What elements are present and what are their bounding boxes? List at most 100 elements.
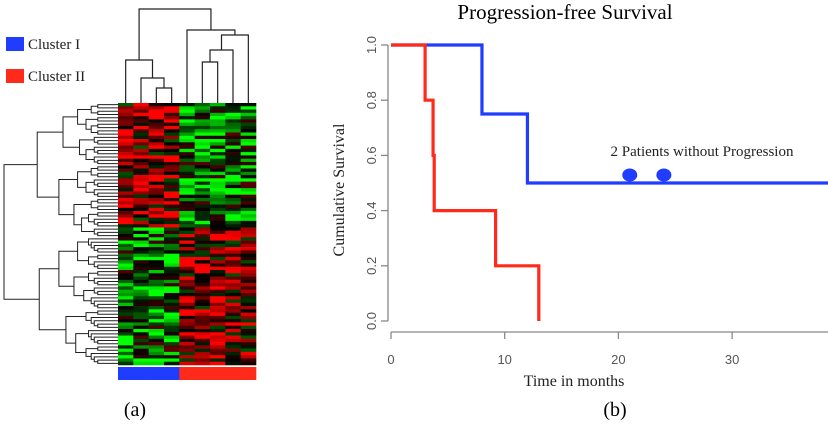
- heatmap-cell: [240, 204, 257, 209]
- heatmap-cell: [194, 165, 211, 169]
- heatmap-cell: [194, 237, 211, 241]
- heatmap-cell: [210, 260, 226, 264]
- heatmap-cell: [210, 191, 226, 195]
- heatmap-cell: [133, 119, 149, 123]
- heatmap-cell: [118, 243, 134, 248]
- heatmap-cell: [148, 263, 165, 268]
- heatmap-cell: [225, 135, 241, 140]
- heatmap-cell: [225, 234, 241, 238]
- heatmap-cell: [194, 178, 211, 182]
- heatmap-cell: [194, 332, 211, 336]
- heatmap-cell: [133, 155, 149, 159]
- heatmap-cell: [118, 220, 134, 225]
- row-dendrogram-branch: [77, 241, 89, 262]
- heatmap-cell: [164, 181, 180, 186]
- heatmap-cell: [194, 204, 211, 209]
- heatmap-cell: [179, 152, 195, 156]
- heatmap-cell: [194, 270, 211, 274]
- row-dendrogram-branch: [75, 333, 89, 354]
- heatmap-cell: [210, 135, 226, 140]
- heatmap-cell: [225, 194, 241, 199]
- heatmap-cell: [240, 148, 257, 153]
- heatmap-cell: [240, 260, 257, 264]
- heatmap-cell: [240, 237, 257, 241]
- heatmap-cell: [148, 191, 165, 195]
- heatmap-cell: [148, 171, 165, 176]
- heatmap-cell: [210, 296, 226, 300]
- heatmap-cell: [225, 152, 241, 156]
- heatmap-cell: [194, 253, 211, 258]
- heatmap-cell: [225, 322, 241, 326]
- heatmap-cell: [225, 351, 241, 356]
- heatmap-cell: [148, 355, 165, 359]
- heatmap-cell: [148, 240, 165, 245]
- heatmap-cell: [225, 119, 241, 123]
- heatmap-cell: [148, 116, 165, 120]
- heatmap-cell: [118, 273, 134, 277]
- heatmap-cell: [179, 142, 195, 146]
- heatmap-cell: [118, 161, 134, 166]
- row-dendrogram-branch: [97, 264, 118, 269]
- heatmap-cell: [164, 335, 180, 340]
- column-dendrogram-branch: [138, 8, 212, 60]
- heatmap-cell: [194, 240, 211, 245]
- heatmap-cell: [164, 197, 180, 202]
- heatmap-cell: [118, 253, 134, 258]
- heatmap-cell: [240, 263, 257, 268]
- heatmap-cell: [133, 109, 149, 114]
- heatmap-cell: [194, 211, 211, 215]
- heatmap-cell: [179, 201, 195, 205]
- heatmap-cell: [194, 227, 211, 232]
- heatmap-cell: [225, 112, 241, 117]
- heatmap-cell: [240, 152, 257, 156]
- heatmap-cell: [148, 106, 165, 110]
- heatmap-cell: [118, 292, 134, 297]
- heatmap-cell: [179, 109, 195, 114]
- heatmap-cell: [179, 129, 195, 133]
- heatmap-cell: [118, 171, 134, 176]
- heatmap-cell: [148, 132, 165, 137]
- heatmap-cell: [164, 283, 180, 287]
- heatmap-cell: [164, 158, 180, 163]
- row-dendrogram-branch: [97, 182, 118, 188]
- heatmap-cell: [179, 276, 195, 281]
- heatmap-cell: [133, 332, 149, 336]
- column-dendrogram-branch: [186, 29, 236, 103]
- heatmap-cell: [164, 309, 180, 313]
- heatmap-cell: [164, 273, 180, 277]
- heatmap-cell: [240, 201, 257, 205]
- heatmap-cell: [225, 204, 241, 209]
- heatmap-cell: [240, 358, 257, 363]
- heatmap-cell: [118, 204, 134, 209]
- heatmap-cell: [225, 355, 241, 359]
- heatmap-cell: [179, 335, 195, 340]
- row-dendrogram-branch: [97, 123, 118, 129]
- row-dendrogram-branch: [97, 254, 118, 260]
- heatmap-cell: [148, 256, 165, 261]
- heatmap-cell: [240, 289, 257, 294]
- heatmap-cell: [194, 279, 211, 284]
- row-dendrogram-branch: [83, 289, 95, 302]
- heatmap-cell: [210, 175, 226, 179]
- heatmap-cell: [164, 224, 180, 228]
- heatmap-cell: [133, 132, 149, 137]
- heatmap-cell: [194, 217, 211, 222]
- heatmap-cell: [164, 286, 180, 290]
- heatmap-cell: [118, 247, 134, 251]
- heatmap-cell: [148, 286, 165, 290]
- heatmap-cell: [194, 358, 211, 363]
- row-dendrogram-branch: [97, 130, 118, 135]
- heatmap-cell: [118, 135, 134, 140]
- heatmap-cell: [225, 332, 241, 336]
- heatmap-cell: [133, 319, 149, 323]
- row-dendrogram-branch: [97, 280, 118, 286]
- heatmap-cell: [179, 165, 195, 169]
- heatmap-cell: [194, 152, 211, 156]
- heatmap-cell: [179, 116, 195, 120]
- heatmap-cell: [225, 109, 241, 114]
- heatmap-cell: [210, 155, 226, 159]
- heatmap-cell: [194, 230, 211, 235]
- heatmap-cell: [164, 139, 180, 143]
- heatmap-cell: [164, 227, 180, 232]
- row-dendrogram-branch: [97, 323, 118, 328]
